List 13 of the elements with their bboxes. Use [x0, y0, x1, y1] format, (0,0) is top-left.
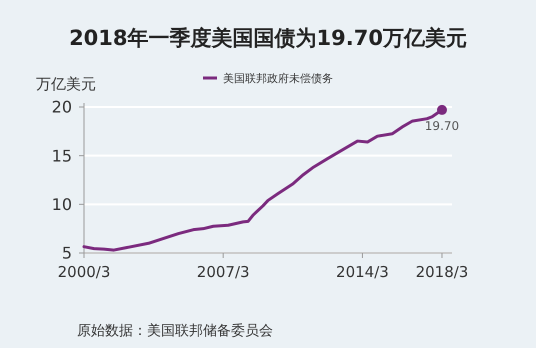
y-axis-title: 万亿美元 [36, 75, 96, 93]
x-tick-label: 2018/3 [416, 263, 468, 281]
x-tick-label: 2000/3 [58, 263, 110, 281]
legend-label: 美国联邦政府未偿债务 [223, 72, 333, 85]
y-tick-label: 10 [52, 194, 72, 214]
y-tick-label: 5 [62, 244, 72, 263]
x-tick-label: 2014/3 [336, 263, 389, 281]
text: 原始数据：美国联邦储备委员会 [77, 323, 273, 339]
x-tick-label: 2007/3 [196, 263, 250, 281]
annotation: 19.70 [424, 118, 460, 133]
y-tick-label: 15 [52, 146, 72, 166]
chart-title: 2018年一季度美国国债为19.70万亿美元 [69, 26, 467, 50]
y-tick-label: 20 [52, 98, 72, 117]
